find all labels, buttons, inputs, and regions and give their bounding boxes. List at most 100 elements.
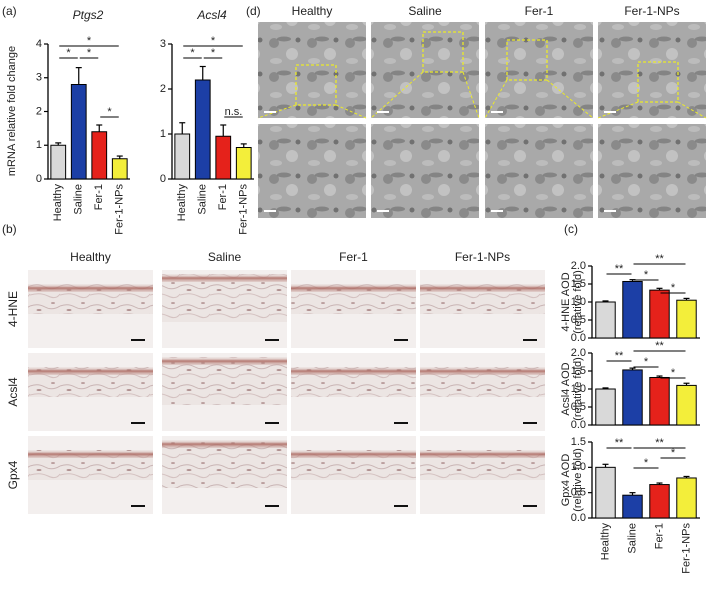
zoom-box — [295, 64, 337, 106]
tem-image — [485, 124, 593, 218]
epithelium — [162, 274, 287, 282]
bar-chart: 0.0 0.5 1.0 1.5 2.04-HNE AOD (relative fold) *… — [560, 253, 700, 344]
bar — [676, 299, 697, 339]
x-tick-label: Fer-1 — [93, 184, 105, 210]
y-tick-label: 0.0 — [571, 419, 586, 431]
significance-label: * — [66, 47, 71, 59]
significance-label: * — [671, 367, 676, 379]
bar — [649, 484, 670, 519]
zoom-box — [637, 61, 679, 103]
charts: 0 1 2 3 4 Ptgs2 mRNA relative fold change Healt… — [6, 8, 700, 574]
epithelium — [162, 440, 287, 448]
chart-title: Ptgs2 — [73, 8, 104, 22]
y-tick-label: 1 — [36, 139, 42, 151]
y-tick-label: 2 — [36, 105, 42, 117]
zoom-line — [462, 71, 480, 119]
bar — [676, 384, 697, 426]
y-tick-label: 1.0 — [571, 383, 586, 395]
significance-label: * — [644, 356, 649, 368]
x-tick-label: Saline — [626, 523, 638, 554]
column-header: Saline — [408, 4, 442, 18]
y-tick-label: 0.5 — [571, 487, 586, 499]
y-tick-label: 0.5 — [571, 314, 586, 326]
x-tick-label: Saline — [197, 184, 209, 215]
y-tick-label: 3 — [36, 72, 42, 84]
zoom-box — [506, 39, 548, 81]
bar — [595, 466, 616, 519]
tem-image — [258, 22, 366, 118]
tem-image — [485, 22, 593, 118]
significance-label: ** — [615, 263, 624, 275]
bar — [111, 158, 128, 180]
bar — [595, 388, 616, 426]
bar-chart: 0.0 0.5 1.0 1.5 2.0 Acsl4 AOD (relative fold) *… — [560, 340, 700, 431]
zoom-box — [422, 31, 464, 73]
zoom-line — [370, 71, 424, 119]
epithelium — [28, 284, 153, 292]
y-tick-label: 1.5 — [571, 278, 586, 290]
y-tick-label: 3 — [160, 38, 166, 50]
zoom-line — [677, 101, 707, 119]
column-header: Healthy — [70, 250, 111, 264]
bar — [649, 376, 670, 426]
y-axis-label: (relative fold) — [572, 270, 584, 334]
y-axis-label: 4-HNE AOD — [560, 272, 572, 331]
x-tick-label: Healthy — [599, 523, 611, 561]
y-tick-label: 2 — [160, 83, 166, 95]
significance-label: * — [107, 106, 112, 118]
y-tick-label: 0 — [160, 173, 166, 185]
epithelium — [291, 284, 416, 292]
y-tick-label: 1.5 — [571, 436, 586, 448]
significance-label: * — [190, 47, 195, 59]
significance-label: * — [211, 47, 216, 59]
y-axis-label: Gpx4 AOD — [560, 454, 572, 507]
significance-label: * — [671, 447, 676, 459]
tem-image — [371, 124, 479, 218]
significance-label: * — [211, 35, 216, 47]
epithelium — [28, 367, 153, 375]
epithelium — [162, 357, 287, 365]
column-header: Fer-1-NPs — [455, 250, 510, 264]
row-label: Gpx4 — [6, 460, 20, 489]
y-tick-label: 4 — [36, 38, 42, 50]
panel-label: (a) — [2, 4, 17, 18]
y-tick-label: 1.0 — [571, 461, 586, 473]
chart-title: Acsl4 — [196, 8, 227, 22]
bar-chart: 0.0 0.5 1.0 1.5 Gpx4 AOD (relative fold) Healt… — [560, 436, 700, 574]
bar — [91, 131, 108, 180]
micrographs: (a) (b) (c) (d) Healthy Saline Fer-1 Fer-1-NPs H… — [2, 4, 707, 514]
y-tick-label: 0.0 — [571, 332, 586, 344]
bar — [50, 144, 67, 180]
column-header: Fer-1-NPs — [624, 4, 679, 18]
x-tick-label: Fer-1 — [217, 184, 229, 210]
y-tick-label: 1.5 — [571, 365, 586, 377]
x-tick-label: Healthy — [176, 184, 188, 222]
significance-label: * — [644, 269, 649, 281]
panel-label: (d) — [246, 4, 261, 18]
zoom-line — [257, 104, 297, 119]
y-tick-label: 0.5 — [571, 401, 586, 413]
epithelium — [420, 450, 545, 458]
y-tick-label: 0 — [36, 173, 42, 185]
x-tick-label: Fer-1-NPs — [238, 184, 250, 235]
significance-label: * — [671, 282, 676, 294]
y-axis-label: (relative fold) — [572, 357, 584, 421]
y-axis-label: (relative fold) — [572, 448, 584, 512]
epithelium — [291, 450, 416, 458]
epithelium — [28, 450, 153, 458]
tem-image — [598, 22, 706, 118]
bar-chart: 0 1 2 3 4 Ptgs2 mRNA relative fold change Healt… — [6, 8, 130, 235]
column-header: Healthy — [292, 4, 333, 18]
tem-image — [258, 124, 366, 218]
x-tick-label: Fer-1-NPs — [114, 184, 126, 235]
bar — [649, 289, 670, 339]
bar — [194, 79, 211, 180]
zoom-line — [484, 79, 508, 119]
epithelium — [291, 367, 416, 375]
y-axis-label: Acsl4 AOD — [560, 362, 572, 415]
panel-label: (b) — [2, 222, 17, 236]
y-tick-label: 2.0 — [571, 347, 586, 359]
bar — [174, 133, 191, 180]
significance-label: ** — [655, 253, 664, 265]
